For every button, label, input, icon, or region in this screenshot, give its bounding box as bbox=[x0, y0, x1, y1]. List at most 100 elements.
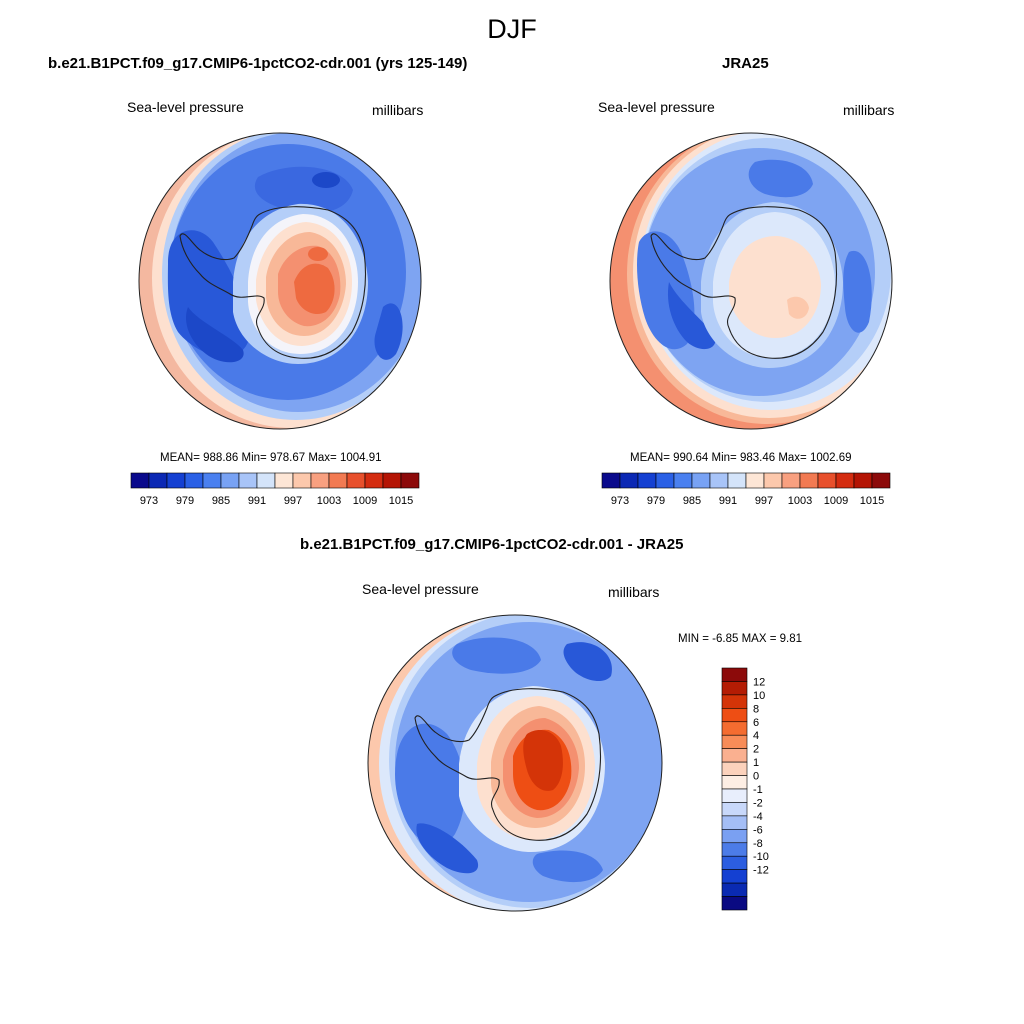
obs-stats: MEAN= 990.64 Min= 983.46 Max= 1002.69 bbox=[630, 452, 852, 464]
obs-colorbar-tick-label: 1009 bbox=[824, 495, 848, 507]
diff-colorbar-tick-label: 6 bbox=[753, 717, 759, 729]
obs-colorbar-box bbox=[691, 472, 711, 489]
diff-colorbar-tick-label: 2 bbox=[753, 744, 759, 756]
diff-colorbar-tick-label: 4 bbox=[753, 730, 759, 742]
diff-colorbar-box bbox=[721, 869, 748, 884]
diff-colorbar-box bbox=[721, 815, 748, 830]
model-colorbar-box bbox=[130, 472, 150, 489]
model-colorbar-tick-label: 973 bbox=[140, 495, 158, 507]
obs-colorbar-tick-label: 979 bbox=[647, 495, 665, 507]
model-colorbar-tick-label: 1003 bbox=[317, 495, 341, 507]
obs-colorbar: 973 979 985 991 997 1003 1009 1015 bbox=[601, 472, 891, 507]
obs-map-border bbox=[609, 132, 893, 430]
diff-colorbar-box bbox=[721, 882, 748, 897]
model-colorbar-tick-label: 997 bbox=[284, 495, 302, 507]
obs-high-core bbox=[787, 296, 809, 319]
diff-colorbar-tick-label: 12 bbox=[753, 676, 765, 688]
obs-colorbar-box bbox=[709, 472, 729, 489]
model-colorbar-box bbox=[238, 472, 258, 489]
model-colorbar-box bbox=[346, 472, 366, 489]
obs-colorbar-box bbox=[799, 472, 819, 489]
model-units-label: millibars bbox=[372, 102, 424, 118]
diff-colorbar-box bbox=[721, 721, 748, 736]
obs-colorbar-box bbox=[637, 472, 657, 489]
diff-low-northeast bbox=[563, 642, 612, 682]
diff-colorbar-box bbox=[721, 681, 748, 696]
diff-colorbar-tick-label: 8 bbox=[753, 703, 759, 715]
diff-map-border bbox=[367, 614, 663, 912]
obs-panel-title: JRA25 bbox=[722, 55, 769, 72]
model-colorbar-box bbox=[166, 472, 186, 489]
diff-stats: MIN = -6.85 MAX = 9.81 bbox=[678, 633, 803, 645]
obs-colorbar-tick-label: 997 bbox=[755, 495, 773, 507]
model-colorbar-box bbox=[148, 472, 168, 489]
model-polar-map bbox=[138, 132, 422, 430]
model-colorbar-tick-label: 1015 bbox=[389, 495, 413, 507]
diff-colorbar-box bbox=[721, 667, 748, 682]
diff-colorbar-tick-label: 1 bbox=[753, 757, 759, 769]
model-colorbar-box bbox=[364, 472, 384, 489]
obs-colorbar-box bbox=[763, 472, 783, 489]
model-colorbar-box bbox=[256, 472, 276, 489]
diff-colorbar-tick-label: -10 bbox=[753, 851, 769, 863]
diff-antarctica-outline bbox=[414, 688, 601, 841]
model-low-west-core bbox=[186, 307, 244, 363]
diff-left-label: Sea-level pressure bbox=[362, 581, 479, 597]
diff-colorbar-tick-label: 10 bbox=[753, 690, 765, 702]
obs-low-west-core bbox=[667, 282, 716, 350]
model-colorbar-tick-label: 979 bbox=[176, 495, 194, 507]
model-high-core-north bbox=[308, 247, 328, 261]
diff-colorbar-box bbox=[721, 829, 748, 844]
diff-colorbar-box bbox=[721, 708, 748, 723]
obs-colorbar-box bbox=[745, 472, 765, 489]
diff-colorbar-box bbox=[721, 896, 748, 911]
model-map-border bbox=[138, 132, 422, 430]
diff-colorbar-tick-label: -12 bbox=[753, 865, 769, 877]
obs-antarctica-outline bbox=[650, 206, 837, 359]
model-colorbar-tick-label: 991 bbox=[248, 495, 266, 507]
diff-colorbar-box bbox=[721, 802, 748, 817]
model-low-east bbox=[374, 303, 403, 360]
model-colorbar: 973 979 985 991 997 1003 1009 1015 bbox=[130, 472, 420, 507]
obs-colorbar-tick-label: 991 bbox=[719, 495, 737, 507]
diff-colorbar-box bbox=[721, 842, 748, 857]
diff-colorbar-box bbox=[721, 788, 748, 803]
obs-colorbar-box bbox=[601, 472, 621, 489]
diff-colorbar-box bbox=[721, 855, 748, 870]
diff-low-north bbox=[452, 637, 541, 674]
diff-colorbar-tick-label: -8 bbox=[753, 838, 763, 850]
diff-colorbar-box bbox=[721, 734, 748, 749]
model-colorbar-box bbox=[292, 472, 312, 489]
obs-polar-map bbox=[609, 132, 893, 430]
model-colorbar-tick-label: 1009 bbox=[353, 495, 377, 507]
model-colorbar-tick-label: 985 bbox=[212, 495, 230, 507]
obs-colorbar-box bbox=[619, 472, 639, 489]
diff-colorbar-box bbox=[721, 761, 748, 776]
diff-colorbar-box bbox=[721, 775, 748, 790]
diff-colorbar-box bbox=[721, 694, 748, 709]
model-colorbar-box bbox=[184, 472, 204, 489]
obs-colorbar-box bbox=[673, 472, 693, 489]
diff-low-southwest bbox=[416, 823, 479, 874]
model-low-north-core bbox=[312, 172, 340, 188]
model-antarctica-outline bbox=[179, 206, 366, 359]
diff-colorbar-tick-label: -1 bbox=[753, 784, 763, 796]
diff-polar-map bbox=[367, 614, 663, 912]
diff-low-west bbox=[395, 723, 465, 846]
obs-colorbar-tick-label: 985 bbox=[683, 495, 701, 507]
diff-units-label: millibars bbox=[608, 584, 660, 600]
model-colorbar-box bbox=[220, 472, 240, 489]
model-colorbar-box bbox=[202, 472, 222, 489]
obs-colorbar-tick-label: 973 bbox=[611, 495, 629, 507]
obs-colorbar-box bbox=[655, 472, 675, 489]
model-colorbar-box bbox=[274, 472, 294, 489]
diff-panel-title: b.e21.B1PCT.f09_g17.CMIP6-1pctCO2-cdr.00… bbox=[300, 536, 684, 553]
obs-colorbar-tick-label: 1015 bbox=[860, 495, 884, 507]
obs-left-label: Sea-level pressure bbox=[598, 99, 715, 115]
obs-units-label: millibars bbox=[843, 102, 895, 118]
model-colorbar-box bbox=[328, 472, 348, 489]
diff-colorbar-tick-label: -2 bbox=[753, 797, 763, 809]
obs-low-east bbox=[843, 250, 872, 333]
diff-colorbar-tick-label: -4 bbox=[753, 811, 763, 823]
